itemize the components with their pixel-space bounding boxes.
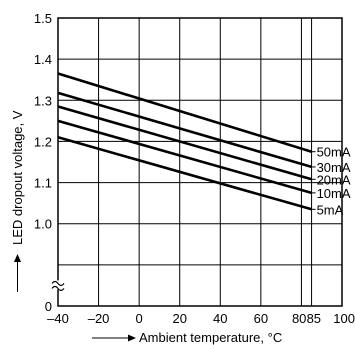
plot-frame xyxy=(57,17,343,307)
x-tick-label-7: 85 xyxy=(307,311,321,326)
y-tick-label-0: 0 xyxy=(45,299,52,314)
x-tick-label-5: 60 xyxy=(254,311,268,326)
series-label-3: 10mA xyxy=(317,186,351,201)
y-tick-label-2: 1.0 xyxy=(34,217,52,232)
series-line-0 xyxy=(57,72,312,153)
axis-break-wave-top xyxy=(51,280,65,287)
y-axis-break-mark xyxy=(51,280,65,292)
y-axis-arrow-head xyxy=(14,254,21,262)
y-tick-label-3: 1.1 xyxy=(34,176,52,191)
y-axis-label: LED dropout voltage, V xyxy=(10,110,25,245)
x-axis-title: Ambient temperature, °C xyxy=(92,330,282,345)
y-tick-label-4: 1.2 xyxy=(34,134,52,149)
series-line-1 xyxy=(57,91,312,169)
y-tick-label-7: 1.5 xyxy=(34,11,52,26)
y-tick-label-5: 1.3 xyxy=(34,93,52,108)
x-tick-label-3: 20 xyxy=(172,311,186,326)
y-axis-title: LED dropout voltage, V xyxy=(10,110,25,292)
series-line-4 xyxy=(57,136,312,211)
axis-break-gap xyxy=(53,280,63,290)
series-label-0: 50mA xyxy=(317,145,351,160)
series-line-3 xyxy=(57,119,312,195)
axis-break-wave-bottom xyxy=(51,285,65,292)
x-tick-labels: –40 –20 0 20 40 60 80 85 100 xyxy=(47,311,355,326)
series-label-4: 5mA xyxy=(317,202,344,217)
x-tick-label-6: 80 xyxy=(292,311,306,326)
x-tick-label-2: 0 xyxy=(136,311,143,326)
x-axis-arrow-head xyxy=(128,334,136,342)
x-tick-label-1: –20 xyxy=(88,311,110,326)
x-tick-label-4: 40 xyxy=(213,311,227,326)
x-tick-label-0: –40 xyxy=(47,311,69,326)
x-axis-label: Ambient temperature, °C xyxy=(139,330,282,345)
y-tick-label-6: 1.4 xyxy=(34,52,52,67)
series-lines xyxy=(57,72,312,211)
series-label-2: 20mA xyxy=(317,172,351,187)
series-line-2 xyxy=(57,105,312,181)
grid-lines xyxy=(58,18,342,306)
y-tick-labels: 0 1.0 1.1 1.2 1.3 1.4 1.5 xyxy=(34,11,52,314)
series-label-1: 30mA xyxy=(317,160,351,175)
x-tick-label-8: 100 xyxy=(333,311,355,326)
